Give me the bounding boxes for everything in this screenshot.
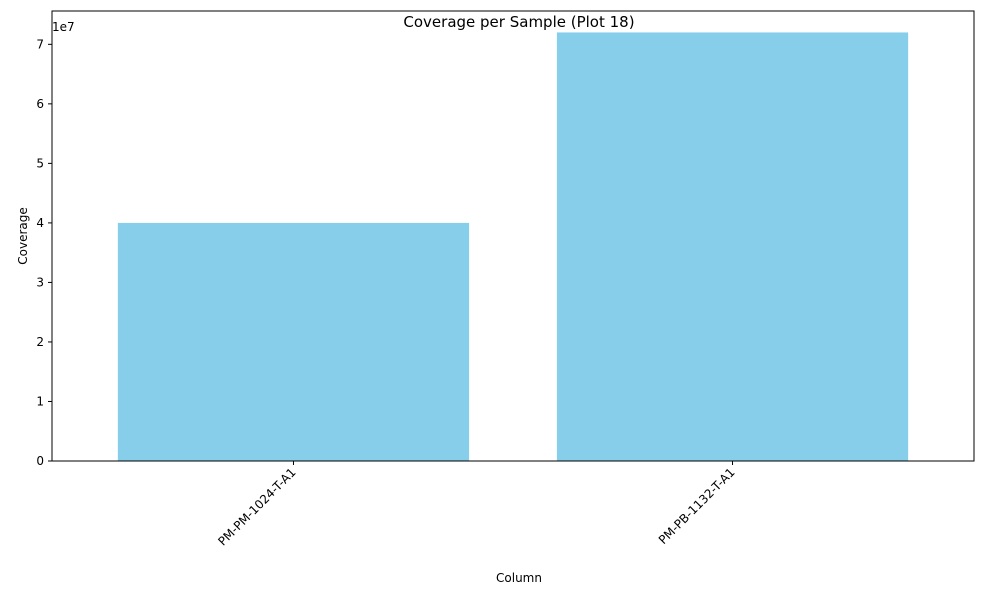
y-tick-label: 2 bbox=[36, 335, 44, 349]
y-axis-offset-label: 1e7 bbox=[52, 20, 75, 34]
y-tick-label: 7 bbox=[36, 37, 44, 51]
y-tick-label: 4 bbox=[36, 216, 44, 230]
x-axis: PM-PM-1024-T-A1 PM-PB-1132-T-A1 bbox=[215, 461, 738, 548]
x-tick-label: PM-PB-1132-T-A1 bbox=[656, 465, 738, 547]
x-axis-label: Column bbox=[496, 571, 542, 585]
y-tick-label: 3 bbox=[36, 275, 44, 289]
bars-group bbox=[117, 32, 909, 462]
y-tick-label: 5 bbox=[36, 156, 44, 170]
chart-title: Coverage per Sample (Plot 18) bbox=[403, 13, 634, 31]
bar-PM-PM-1024-T-A1 bbox=[117, 222, 470, 461]
y-tick-label: 6 bbox=[36, 97, 44, 111]
plot-frame bbox=[51, 10, 975, 462]
bar-PM-PB-1132-T-A1 bbox=[556, 32, 909, 462]
y-axis: 0 1 2 3 4 5 6 7 bbox=[36, 37, 52, 468]
y-axis-label: Coverage bbox=[16, 207, 30, 265]
y-tick-label: 0 bbox=[36, 454, 44, 468]
x-tick-label: PM-PM-1024-T-A1 bbox=[215, 465, 298, 548]
y-tick-label: 1 bbox=[36, 394, 44, 408]
